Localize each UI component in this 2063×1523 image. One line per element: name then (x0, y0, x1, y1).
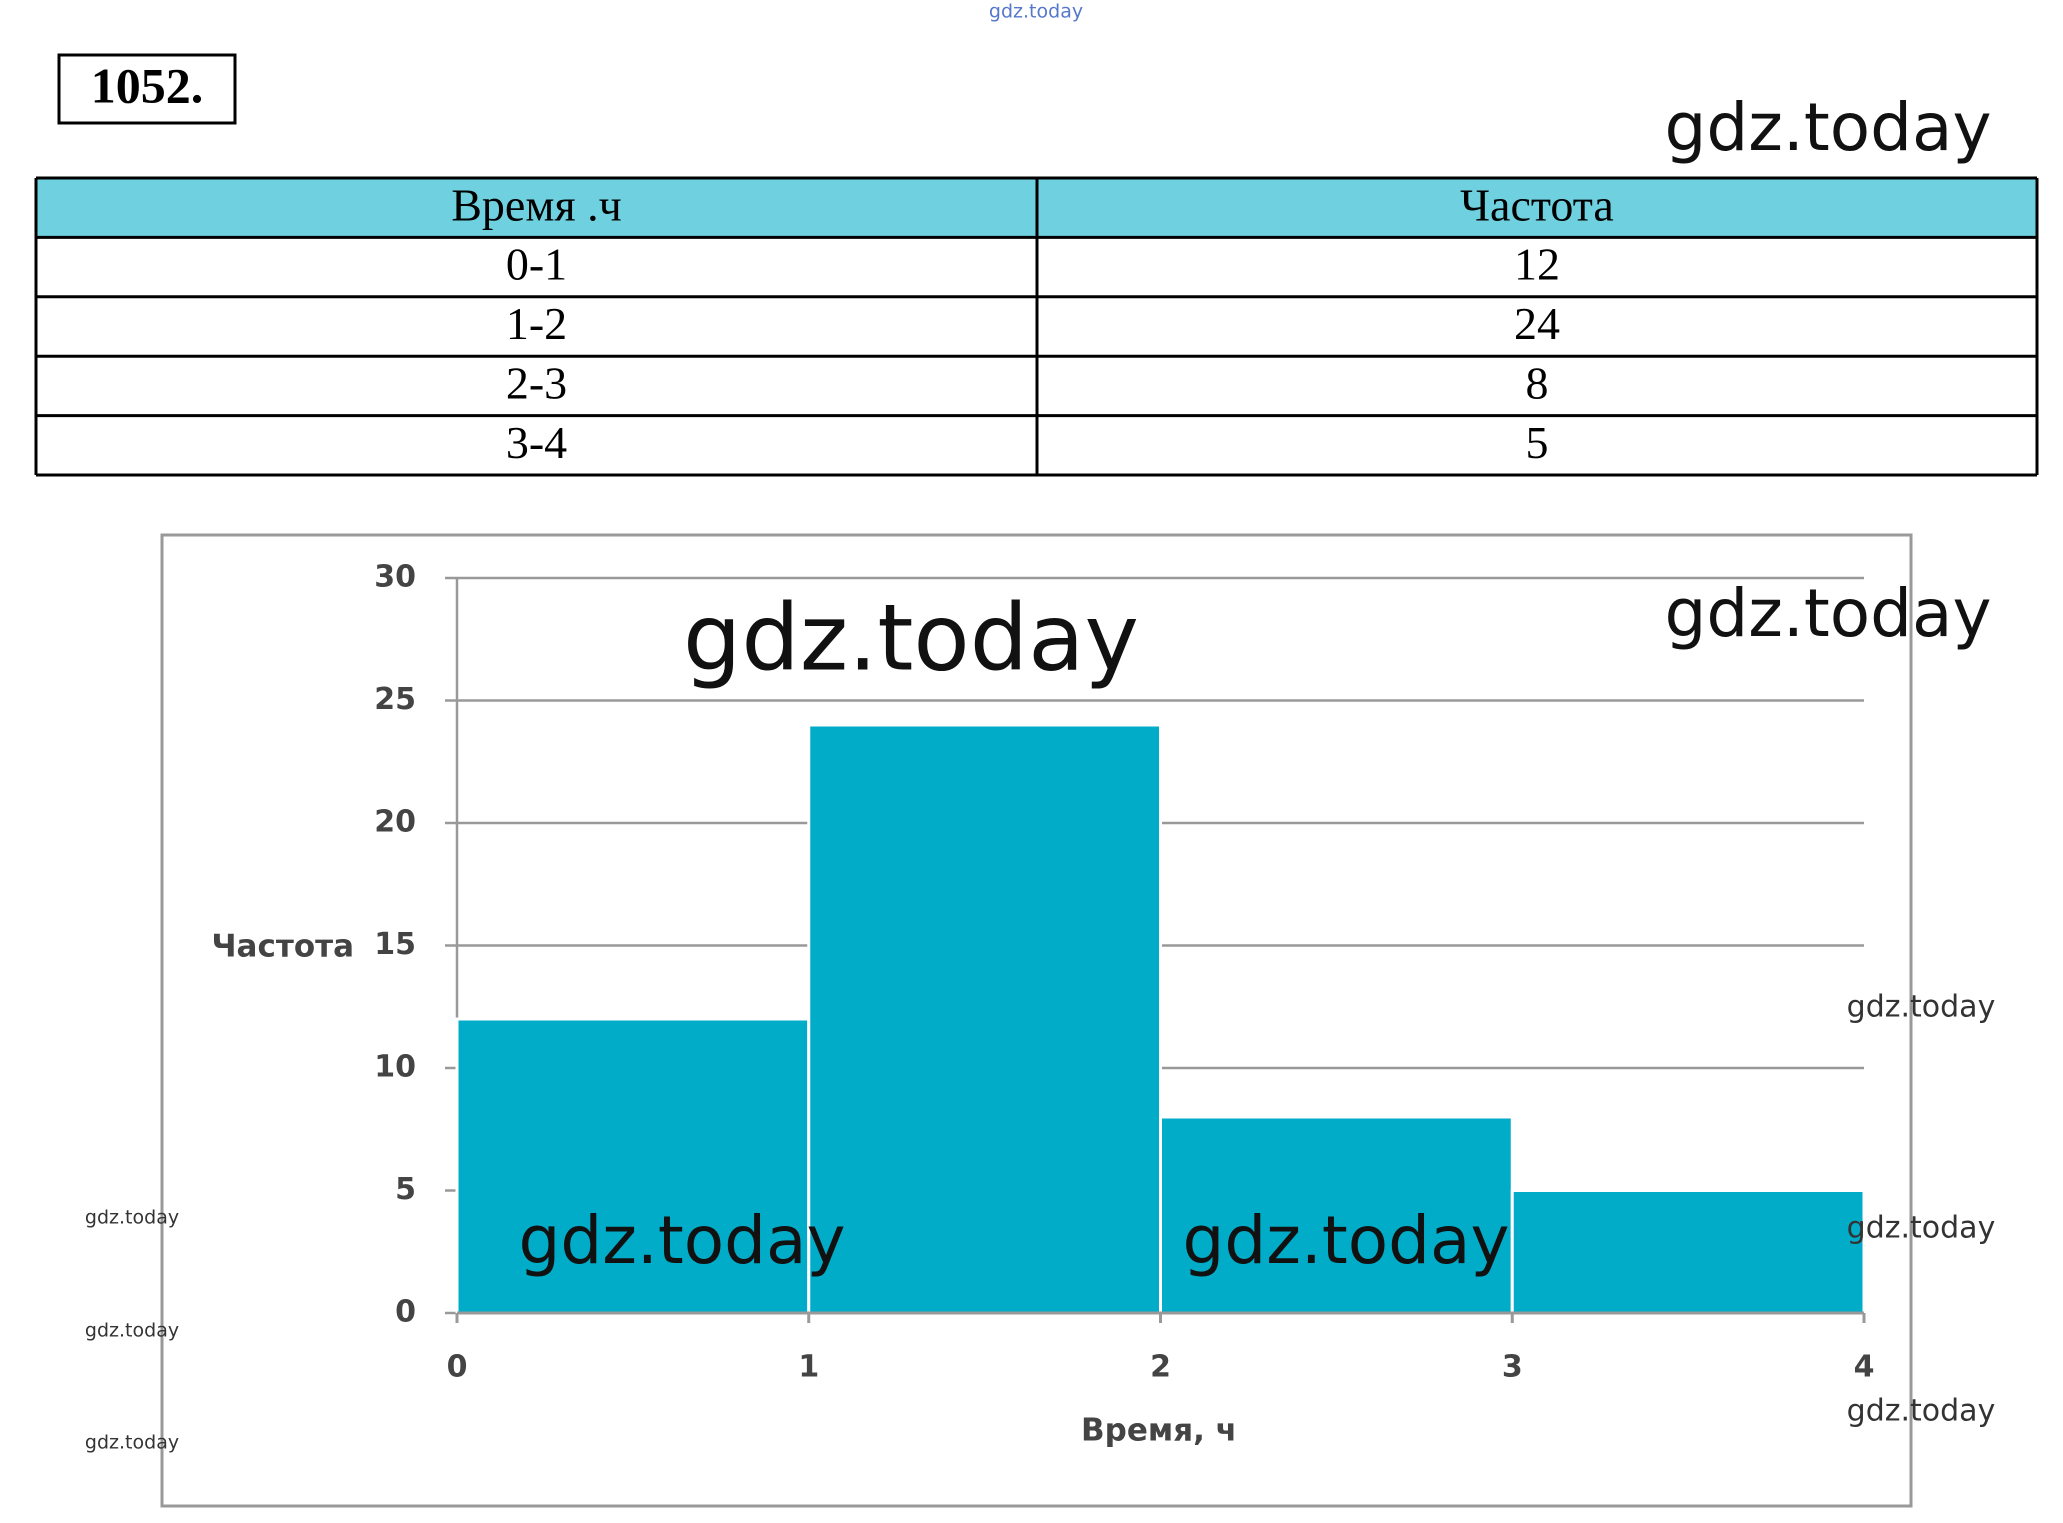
y-tick-label: 0 (395, 1295, 416, 1330)
y-tick-label: 15 (374, 927, 416, 962)
watermark: gdz.today (1664, 575, 1991, 652)
table-cell: 24 (1514, 298, 1560, 349)
x-tick-label: 2 (1150, 1350, 1171, 1385)
watermark: gdz.today (85, 1432, 179, 1454)
bar (1510, 1189, 1866, 1315)
x-tick-label: 4 (1854, 1350, 1875, 1385)
number-box (57, 53, 237, 125)
problem-number: 1052. (91, 57, 204, 113)
table-cell: 1-2 (506, 298, 567, 349)
y-axis-label: Частота (212, 929, 355, 965)
bar (455, 1017, 811, 1315)
table-cell: 0-1 (506, 239, 567, 290)
x-tick-label: 3 (1502, 1350, 1523, 1385)
watermark: gdz.today (1847, 1394, 1996, 1429)
table-cell: 3-4 (506, 417, 567, 468)
x-axis-label: Время, ч (1081, 1413, 1237, 1449)
watermark: gdz.today (1847, 990, 1996, 1025)
table-cell: 5 (1526, 417, 1549, 468)
watermark: gdz.today (1664, 89, 1991, 166)
watermark: gdz.today (85, 1320, 179, 1342)
y-tick-label: 25 (374, 682, 416, 717)
table-cell: 12 (1514, 239, 1560, 290)
y-tick-label: 5 (395, 1172, 416, 1207)
watermark: gdz.today (989, 1, 1083, 23)
watermark: gdz.today (683, 584, 1139, 691)
x-tick-label: 1 (798, 1350, 819, 1385)
bar (807, 723, 1162, 1315)
watermark: gdz.today (85, 1207, 179, 1229)
y-tick-label: 10 (374, 1050, 416, 1085)
watermark: gdz.today (1182, 1202, 1509, 1279)
table-header-cell: Время .ч (451, 179, 622, 230)
table-cell: 2-3 (506, 357, 567, 408)
x-tick-label: 0 (447, 1350, 468, 1385)
watermark: gdz.today (1847, 1211, 1996, 1246)
watermark: gdz.today (518, 1202, 845, 1279)
chart-frame (160, 533, 1913, 1508)
table-cell: 8 (1526, 357, 1549, 408)
table-header-cell: Частота (1460, 179, 1614, 230)
y-tick-label: 30 (374, 560, 416, 595)
y-tick-label: 20 (374, 805, 416, 840)
